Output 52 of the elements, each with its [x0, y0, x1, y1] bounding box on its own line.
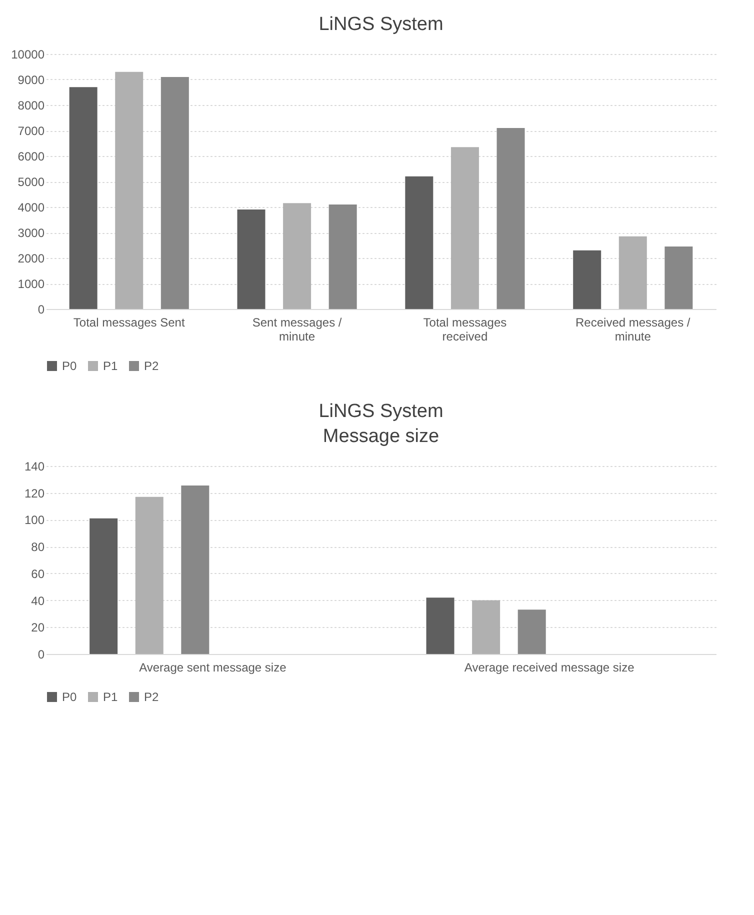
bar [472, 600, 500, 654]
y-tick-label: 40 [31, 594, 45, 608]
y-tick-label: 3000 [18, 226, 45, 240]
y-tick-label: 2000 [18, 252, 45, 266]
bar [115, 72, 144, 309]
y-tick-label: 1000 [18, 277, 45, 291]
bar [405, 176, 434, 309]
bar [618, 236, 647, 309]
y-tick-label: 20 [31, 620, 45, 635]
y-tick-label: 120 [24, 486, 45, 500]
legend-label: P0 [62, 359, 78, 373]
legend-label: P0 [62, 690, 78, 704]
bar [237, 210, 266, 309]
x-tick-label: Received messages / minute [576, 316, 691, 344]
bar [664, 246, 693, 309]
y-tick-label: 6000 [18, 150, 45, 164]
x-tick-label: Total messages Sent [73, 316, 186, 330]
y-tick-label: 4000 [18, 200, 45, 214]
chart-title: LiNGS System [318, 401, 444, 422]
x-tick-label: Average sent message size [139, 660, 287, 674]
bar [328, 204, 357, 309]
x-tick-label: Sent messages / minute [252, 316, 342, 344]
bar [90, 518, 118, 654]
bar [135, 496, 164, 654]
y-tick-label: 60 [31, 566, 45, 581]
y-tick-label: 140 [24, 460, 45, 474]
y-tick-label: 80 [31, 540, 45, 554]
y-tick-label: 10000 [11, 48, 45, 62]
y-tick-label: 9000 [18, 73, 45, 87]
bar [518, 610, 546, 654]
bar [283, 203, 312, 309]
bar [160, 76, 189, 309]
legend-label: P2 [144, 359, 160, 373]
y-tick-label: 8000 [18, 98, 45, 112]
y-tick-label: 0 [38, 648, 45, 662]
legend-label: P1 [103, 690, 118, 704]
chart-subtitle: Message size [322, 426, 440, 447]
y-tick-label: 0 [38, 302, 45, 316]
bar [69, 87, 98, 309]
bar [426, 598, 454, 654]
bar [450, 147, 479, 309]
x-tick-label: Total messages received [423, 316, 507, 344]
y-tick-label: 100 [24, 513, 45, 528]
bar [573, 250, 602, 309]
legend-label: P2 [144, 690, 160, 704]
x-tick-label: Average received message size [464, 660, 635, 674]
y-tick-label: 7000 [18, 124, 45, 138]
legend-label: P1 [103, 359, 118, 373]
chart-title: LiNGS System [318, 14, 444, 35]
bar [496, 128, 525, 309]
bar [181, 485, 210, 654]
y-tick-label: 5000 [18, 175, 45, 189]
